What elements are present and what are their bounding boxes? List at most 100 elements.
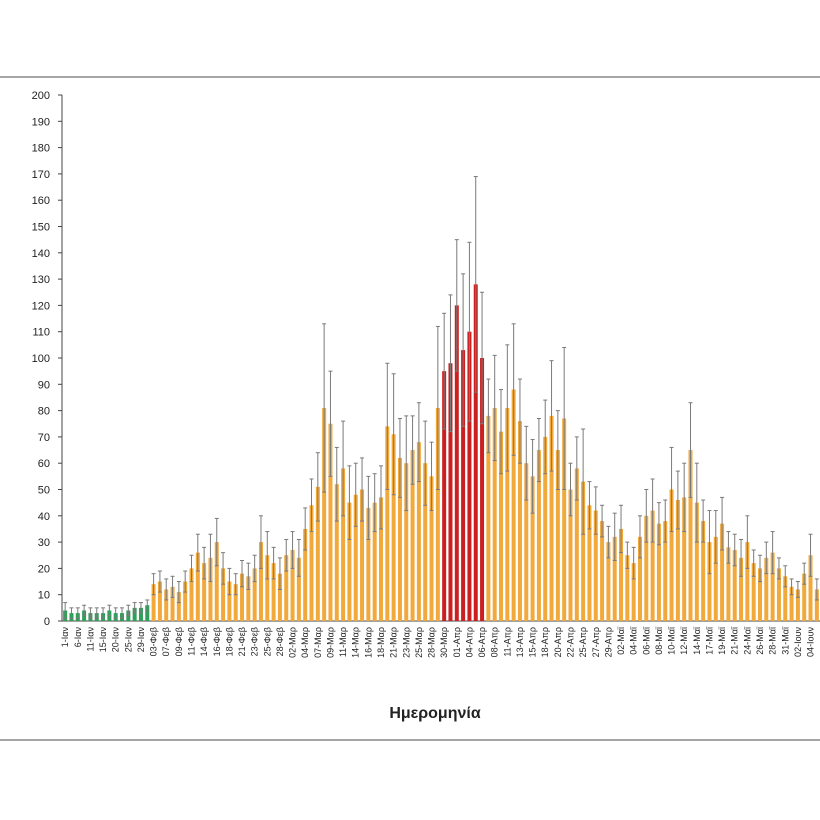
x-tick-label: 28-Μαϊ: [768, 626, 778, 655]
bar: [309, 505, 314, 621]
bar: [334, 484, 339, 621]
x-tick-label: 07-Μαρ: [313, 627, 323, 658]
bar: [745, 542, 750, 621]
bar: [391, 434, 396, 621]
bar: [372, 502, 377, 621]
x-tick-label: 18-Μαρ: [376, 627, 386, 658]
bar: [524, 463, 529, 621]
bar: [328, 423, 333, 621]
x-tick-label: 02-Μαρ: [288, 627, 298, 658]
bar: [480, 358, 485, 621]
x-tick-label: 09-Μαρ: [325, 627, 335, 658]
x-tick-label: 06-Απρ: [477, 627, 487, 657]
x-tick-label: 20-Ιαν: [111, 627, 121, 653]
y-tick-label: 180: [32, 143, 50, 155]
bar: [808, 555, 813, 621]
bar: [492, 407, 497, 621]
bar: [423, 463, 428, 621]
bar: [619, 528, 624, 621]
x-tick-label: 14-Μαρ: [351, 627, 361, 658]
bar: [208, 557, 213, 621]
bar: [600, 521, 605, 621]
y-tick-label: 70: [38, 432, 50, 444]
bar: [353, 494, 358, 621]
bar: [151, 584, 156, 621]
x-tick-label: 06-Μαϊ: [641, 626, 651, 655]
bar: [549, 415, 554, 621]
bar: [442, 371, 447, 621]
bar: [454, 305, 459, 621]
bar: [429, 476, 434, 621]
x-tick-label: 12-Μαϊ: [679, 626, 689, 655]
x-tick-label: 07-Φεβ: [161, 627, 171, 656]
x-tick-label: 14-Μαϊ: [692, 626, 702, 655]
x-tick-label: 29-Ιαν: [136, 627, 146, 653]
bar: [631, 563, 636, 621]
bar: [467, 331, 472, 621]
bar: [296, 557, 301, 621]
x-tick-label: 13-Απρ: [515, 627, 525, 657]
x-tick-label: 30-Μαρ: [439, 627, 449, 658]
x-tick-label: 24-Μαϊ: [742, 626, 752, 655]
bar: [227, 581, 232, 621]
bar: [574, 468, 579, 621]
bar: [669, 489, 674, 621]
x-tick-label: 08-Απρ: [490, 627, 500, 657]
bar: [625, 555, 630, 621]
bar: [347, 502, 352, 621]
bar: [593, 510, 598, 621]
bar: [170, 586, 175, 621]
x-tick-label: 16-Μαρ: [363, 627, 373, 658]
x-tick-label: 11-Φεβ: [186, 627, 196, 656]
bar: [360, 489, 365, 621]
y-tick-label: 170: [32, 169, 50, 181]
bar: [568, 489, 573, 621]
x-tick-label: 04-Μαρ: [300, 627, 310, 658]
x-tick-label: 23-Μαρ: [401, 627, 411, 658]
bar: [277, 573, 282, 621]
x-tick-label: 18-Απρ: [540, 627, 550, 657]
bar: [202, 563, 207, 621]
x-tick-label: 11-Ιαν: [85, 627, 95, 652]
x-tick-label: 04-Μαϊ: [629, 626, 639, 655]
bar: [397, 457, 402, 621]
bar: [132, 607, 137, 621]
x-tick-label: 01-Απρ: [452, 627, 462, 657]
bar: [530, 476, 535, 621]
bar: [707, 542, 712, 621]
y-tick-label: 130: [32, 274, 50, 286]
bar: [795, 589, 800, 621]
y-tick-label: 120: [32, 300, 50, 312]
x-tick-label: 21-Μαϊ: [730, 626, 740, 655]
bar: [435, 407, 440, 621]
x-tick-label: 28-Φεβ: [275, 627, 285, 656]
bar: [410, 450, 415, 621]
bar: [726, 547, 731, 621]
bar: [221, 568, 226, 621]
y-tick-label: 20: [38, 563, 50, 575]
bar: [366, 507, 371, 621]
bar: [612, 536, 617, 621]
x-tick-label: 03-Φεβ: [149, 627, 159, 656]
x-tick-label: 25-Απρ: [578, 627, 588, 657]
bar: [543, 436, 548, 621]
bar: [663, 521, 668, 621]
x-tick-label: 14-Φεβ: [199, 627, 209, 656]
bar: [271, 563, 276, 621]
bar: [195, 552, 200, 621]
bar: [322, 407, 327, 621]
bar: [789, 586, 794, 621]
x-tick-label: 10-Μαϊ: [667, 626, 677, 655]
bar: [802, 573, 807, 621]
bar: [644, 515, 649, 621]
x-tick-label: 16-Φεβ: [212, 627, 222, 656]
y-tick-label: 60: [38, 458, 50, 470]
bar: [511, 389, 516, 621]
bar: [176, 592, 181, 621]
bar: [183, 581, 188, 621]
bar: [290, 549, 295, 621]
y-tick-label: 190: [32, 116, 50, 128]
bar: [732, 549, 737, 621]
x-tick-label: 25-Μαρ: [414, 627, 424, 658]
x-tick-label: 27-Απρ: [591, 627, 601, 657]
